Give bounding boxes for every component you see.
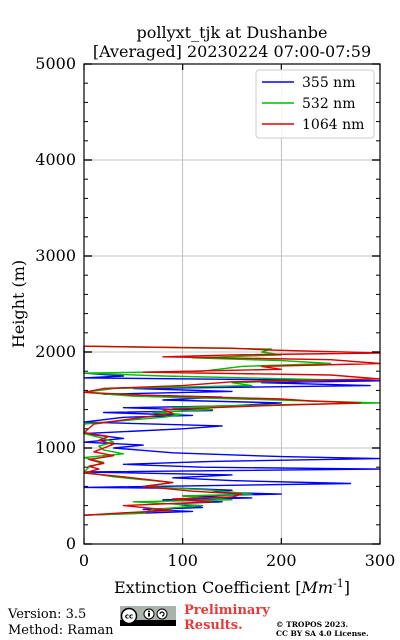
axes-frame	[83, 63, 381, 545]
y-axis-label: Height (m)	[9, 260, 28, 348]
prelim-line-2: Results.	[184, 618, 243, 633]
copyright-line-1: © TROPOS 2023.	[276, 620, 349, 629]
y-tick-label: 5000	[35, 54, 76, 73]
method-text: Method: Raman	[8, 623, 114, 638]
legend-box	[255, 69, 375, 139]
y-tick-label: 3000	[35, 246, 76, 265]
copyright-note: © TROPOS 2023. CC BY SA 4.0 License.	[276, 620, 369, 638]
y-tick-label: 1000	[35, 438, 76, 457]
series-line-0	[83, 346, 381, 516]
x-tick-label: 300	[365, 551, 396, 570]
legend: 355 nm 532 nm 1064 nm	[255, 69, 375, 139]
cc-license-badge: cc	[120, 606, 176, 626]
y-tick-label: 4000	[35, 150, 76, 169]
chart-subtitle: [Averaged] 20230224 07:00-07:59	[93, 42, 371, 61]
plot-lines	[83, 345, 381, 516]
y-tick-label: 0	[66, 534, 76, 553]
x-tick-label: 200	[266, 551, 297, 570]
chart: pollyxt_tjk at Dushanbe [Averaged] 20230…	[9, 23, 395, 597]
x-axis-label: Extinction Coefficient [Mm-1]	[114, 577, 350, 597]
footer: Version: 3.5 Method: Raman cc Preliminar…	[0, 600, 400, 640]
copyright-line-2: CC BY SA 4.0 License.	[276, 629, 369, 638]
chart-title: pollyxt_tjk at Dushanbe	[136, 23, 327, 42]
version-text: Version: 3.5	[8, 607, 87, 622]
version-info: Version: 3.5 Method: Raman	[8, 607, 114, 639]
x-tick-label: 100	[167, 551, 198, 570]
y-tick-label: 2000	[35, 342, 76, 361]
series-line-2	[83, 345, 381, 516]
cc-logo-text: cc	[125, 613, 133, 621]
ticks	[83, 63, 381, 545]
x-tick-label: 0	[79, 551, 89, 570]
prelim-line-1: Preliminary	[184, 603, 270, 618]
legend-label-2: 1064 nm	[302, 117, 364, 133]
preliminary-note: Preliminary Results.	[184, 603, 270, 633]
legend-label-1: 532 nm	[302, 96, 355, 112]
legend-label-0: 355 nm	[302, 75, 355, 91]
plot-frame	[83, 63, 381, 545]
